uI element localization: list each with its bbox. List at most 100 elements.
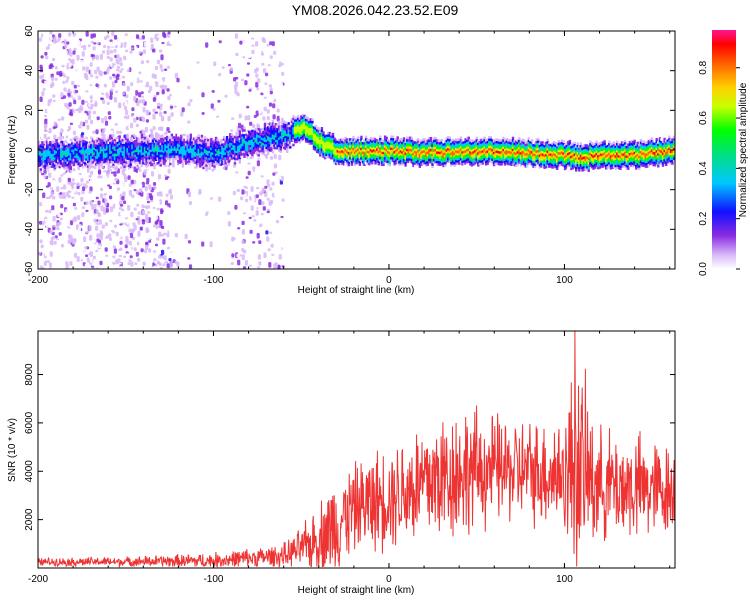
heatmap-cell [115, 58, 119, 64]
heatmap-cell [240, 124, 244, 130]
heatmap-cell [252, 241, 256, 244]
heatmap-cell [67, 181, 71, 185]
heatmap-cell [84, 110, 88, 114]
heatmap-cell [121, 96, 125, 99]
heatmap-cell [244, 115, 248, 121]
heatmap-cell [80, 196, 84, 202]
heatmap-cell [56, 186, 60, 192]
heatmap-cell [42, 165, 46, 168]
heatmap-cell [266, 210, 270, 213]
heatmap-cell [120, 203, 124, 207]
heatmap-cell [259, 223, 263, 228]
heatmap-cell [126, 44, 130, 49]
heatmap-cell [235, 52, 239, 57]
heatmap-cell [63, 74, 67, 78]
heatmap-cell [234, 84, 238, 91]
heatmap-cell [56, 82, 61, 86]
heatmap-cell [106, 49, 110, 55]
heatmap-cell [128, 266, 132, 269]
heatmap-cell [41, 141, 44, 144]
heatmap-cell [258, 109, 262, 114]
heatmap-cell [104, 222, 108, 227]
heatmap-cell [56, 246, 60, 250]
heatmap-cell [107, 184, 111, 187]
heatmap-cell [72, 163, 76, 167]
heatmap-cell [53, 240, 57, 245]
heatmap-cell [258, 199, 262, 205]
heatmap-cell [92, 46, 96, 51]
heatmap-cell [93, 203, 98, 206]
heatmap-cell [67, 177, 71, 183]
heatmap-cell [284, 121, 287, 124]
heatmap-cell [443, 164, 447, 167]
heatmap-cell [109, 49, 114, 54]
heatmap-cell [154, 260, 158, 264]
heatmap-cell [235, 131, 238, 135]
heatmap-cell [61, 116, 65, 121]
heatmap-cell [90, 136, 93, 140]
heatmap-cell [231, 236, 235, 242]
heatmap-cell [72, 119, 76, 122]
heatmap-cell [65, 204, 69, 207]
heatmap-cell [114, 90, 119, 93]
heatmap-cell [377, 162, 380, 166]
heatmap-cell [162, 31, 166, 37]
heatmap-cell [270, 243, 274, 248]
heatmap-cell [40, 219, 44, 222]
heatmap-cell [72, 97, 76, 101]
heatmap-cell [94, 69, 98, 75]
spectrogram-heatmap [38, 31, 675, 269]
heatmap-cell [119, 130, 123, 135]
heatmap-cell [104, 247, 108, 252]
heatmap-cell [131, 107, 135, 112]
heatmap-cell [79, 105, 83, 111]
heatmap-cell [249, 121, 253, 126]
heatmap-cell [238, 130, 241, 133]
heatmap-cell [102, 50, 106, 54]
heatmap-cell [140, 60, 144, 65]
heatmap-cell [241, 157, 245, 161]
heatmap-cell [95, 196, 99, 200]
heatmap-cell [280, 215, 284, 219]
heatmap-cell [260, 73, 264, 76]
heatmap-cell [42, 143, 46, 147]
heatmap-cell [174, 260, 178, 264]
heatmap-cell [402, 137, 406, 140]
heatmap-cell [247, 170, 251, 176]
heatmap-cell [44, 157, 47, 160]
heatmap-cell [276, 205, 280, 212]
heatmap-cell [212, 107, 216, 111]
heatmap-cell [160, 258, 164, 265]
heatmap-cell [44, 145, 47, 149]
heatmap-cell [264, 185, 268, 189]
heatmap-cell [269, 41, 273, 46]
heatmap-cell [274, 190, 278, 196]
heatmap-cell [261, 62, 265, 66]
heatmap-cell [263, 252, 267, 259]
heatmap-cell [210, 200, 214, 206]
heatmap-cell [145, 174, 149, 178]
heatmap-cell [95, 249, 99, 253]
heatmap-cell [42, 162, 46, 166]
heatmap-cell [132, 251, 136, 258]
heatmap-cell [136, 195, 140, 202]
heatmap-cell [196, 168, 200, 172]
heatmap-cell [227, 162, 230, 166]
heatmap-cell [189, 244, 193, 250]
heatmap-cell [93, 165, 97, 170]
heatmap-cell [44, 152, 47, 156]
heatmap-cell [187, 240, 192, 244]
heatmap-cell [56, 91, 60, 97]
heatmap-cell [38, 175, 42, 179]
heatmap-cell [170, 133, 174, 137]
heatmap-cell [138, 71, 142, 75]
heatmap-cell [89, 200, 93, 206]
heatmap-cell [255, 41, 259, 47]
heatmap-cell [150, 119, 154, 124]
heatmap-cell [203, 136, 207, 139]
heatmap-cell [46, 260, 50, 263]
heatmap-cell [106, 55, 110, 59]
heatmap-cell [259, 81, 263, 85]
heatmap-cell [40, 73, 44, 76]
heatmap-cell [258, 240, 262, 244]
